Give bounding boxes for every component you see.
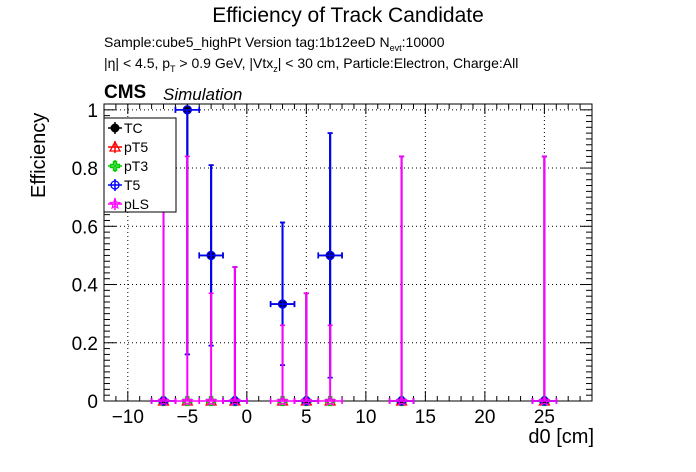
x-tick-label: −5 <box>176 407 198 428</box>
legend-label: pT3 <box>124 158 148 174</box>
legend-label: T5 <box>124 177 141 193</box>
simulation-label: Simulation <box>163 85 243 104</box>
legend-entry-pt5: pT5 <box>108 139 148 155</box>
marker-pls <box>228 394 242 407</box>
cuts-vtx-subscript: z <box>273 63 278 74</box>
cuts-rest-text: | < 30 cm, Particle:Electron, Charge:All <box>277 55 519 71</box>
data-point-pls <box>198 292 224 407</box>
marker-pls <box>157 394 170 407</box>
cuts-eta-text: |η| < 4.5, p <box>104 55 171 71</box>
marker-t5 <box>182 105 192 115</box>
sample-info-events: :10000 <box>401 34 445 50</box>
x-tick-label: 10 <box>355 407 376 428</box>
cms-label: CMS <box>104 82 147 103</box>
plot-frame <box>103 103 593 402</box>
y-tick-label: 1 <box>87 101 98 122</box>
marker-t5 <box>325 250 335 261</box>
legend-entry-t5: T5 <box>108 177 141 193</box>
legend-marker-t5 <box>110 180 120 190</box>
y-tick-label: 0.8 <box>72 159 98 180</box>
legend-entry-tc: TC <box>108 120 143 136</box>
cuts-pt-subscript: T <box>170 63 176 74</box>
chart-title: Efficiency of Track Candidate <box>212 4 484 27</box>
x-tick-label: 0 <box>242 407 253 428</box>
data-point-pls <box>293 292 320 407</box>
x-tick-label: −10 <box>112 407 144 428</box>
data-point-pls <box>388 155 415 407</box>
data-point-pls <box>317 324 343 407</box>
x-tick-label: 25 <box>534 407 555 428</box>
legend-entry-pls: pLS <box>108 196 149 212</box>
series-pls <box>150 155 558 407</box>
marker-pls <box>181 394 194 407</box>
series-t5 <box>150 105 558 406</box>
y-tick-label: 0.6 <box>72 217 98 238</box>
data-point-pls <box>531 155 558 407</box>
y-tick-label: 0.4 <box>72 276 99 297</box>
sample-info-line: Sample:cube5_highPt Version tag:1b12eeD … <box>104 34 444 53</box>
legend-label: TC <box>124 120 143 136</box>
y-tick-label: 0.2 <box>72 334 98 355</box>
legend-entry-pt3: pT3 <box>108 158 148 174</box>
legend-marker-pls <box>108 197 122 210</box>
marker-pls <box>395 394 408 407</box>
sample-info-text: Sample:cube5_highPt Version tag:1b12eeD … <box>104 34 390 50</box>
sample-info-subscript: evt <box>389 42 402 53</box>
legend-label: pT5 <box>124 139 148 155</box>
marker-t5 <box>206 250 216 261</box>
data-point-pls <box>174 155 201 407</box>
marker-pls <box>323 394 337 407</box>
legend-marker-tc <box>110 123 120 133</box>
legend-marker-pt5 <box>108 140 122 152</box>
y-tick-label: 0 <box>87 392 98 413</box>
selection-cuts-line: |η| < 4.5, pT > 0.9 GeV, |Vtxz| < 30 cm,… <box>104 55 518 74</box>
marker-pls <box>276 394 289 407</box>
x-tick-label: 20 <box>474 407 495 428</box>
x-tick-label: 5 <box>301 407 312 428</box>
legend-marker-pt3 <box>109 160 121 172</box>
x-tick-label: 15 <box>415 407 436 428</box>
legend-label: pLS <box>124 196 149 212</box>
data-point-pls <box>222 266 248 407</box>
marker-t5 <box>277 299 288 309</box>
marker-pls <box>300 394 313 407</box>
marker-pls <box>205 394 218 407</box>
legend: TC pT5 pT3 T5 pLS <box>103 117 177 213</box>
marker-pls <box>538 394 551 407</box>
x-axis-label: d0 [cm] <box>528 426 594 448</box>
data-point-pls <box>269 324 296 407</box>
cuts-pt-text: > 0.9 GeV, |Vtx <box>175 55 274 71</box>
